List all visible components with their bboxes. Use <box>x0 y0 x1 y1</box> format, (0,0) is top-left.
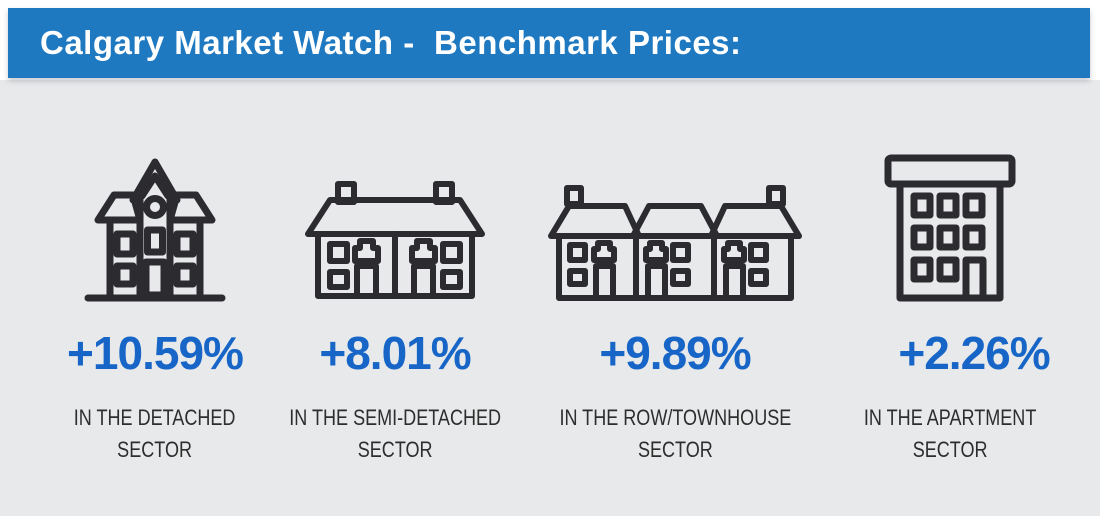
sector-label-detached: IN THE DETACHED SECTOR <box>74 402 236 466</box>
sector-label-line1: IN THE DETACHED <box>74 405 236 430</box>
row-townhouse-icon-box <box>547 138 803 302</box>
sector-label-line2: SECTOR <box>357 437 433 462</box>
row-townhouse-icon <box>547 184 803 302</box>
page-title: Calgary Market Watch - Benchmark Prices: <box>40 24 742 61</box>
sector-label-apartment: IN THE APARTMENT SECTOR <box>864 402 1036 466</box>
detached-icon-box <box>80 138 230 302</box>
percent-change-row-townhouse: +9.89% <box>599 327 751 379</box>
header-bar: Calgary Market Watch - Benchmark Prices: <box>8 8 1090 78</box>
sector-card-row-townhouse: +9.89% IN THE ROW/TOWNHOUSE SECTOR <box>540 138 810 466</box>
sector-card-apartment: +2.26% IN THE APARTMENT SECTOR <box>835 138 1065 466</box>
percent-change-apartment: +2.26% <box>898 327 1050 379</box>
sector-label-line2: SECTOR <box>912 437 988 462</box>
sector-label-line2: SECTOR <box>117 437 193 462</box>
sector-label-semi-detached: IN THE SEMI-DETACHED SECTOR <box>289 402 501 466</box>
sector-label-line1: IN THE SEMI-DETACHED <box>289 405 501 430</box>
semi-detached-icon-box <box>304 138 486 302</box>
semi-detached-house-icon <box>304 180 486 302</box>
sector-card-semi-detached: +8.01% IN THE SEMI-DETACHED SECTOR <box>280 138 510 466</box>
sector-label-line1: IN THE APARTMENT <box>863 405 1037 430</box>
apartment-icon-box <box>884 138 1016 302</box>
apartment-building-icon <box>884 154 1016 302</box>
sector-label-row-townhouse: IN THE ROW/TOWNHOUSE SECTOR <box>559 402 791 466</box>
sector-label-line1: IN THE ROW/TOWNHOUSE <box>559 405 791 430</box>
detached-house-icon <box>80 150 230 302</box>
percent-change-semi-detached: +8.01% <box>319 327 471 379</box>
percent-change-detached: +10.59% <box>67 327 244 379</box>
sector-card-detached: +10.59% IN THE DETACHED SECTOR <box>25 138 285 466</box>
sector-label-line2: SECTOR <box>637 437 713 462</box>
